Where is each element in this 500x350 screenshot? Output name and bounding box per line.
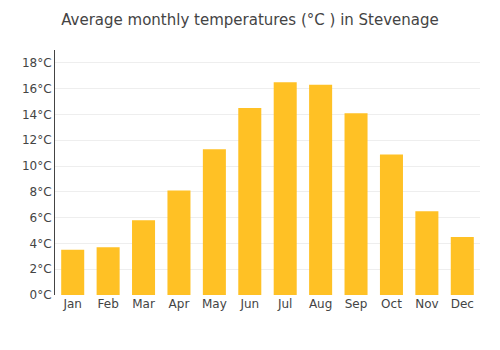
svg-text:8°C: 8°C bbox=[30, 185, 52, 199]
svg-text:Jan: Jan bbox=[62, 297, 82, 311]
svg-text:Jul: Jul bbox=[277, 297, 292, 311]
svg-text:Dec: Dec bbox=[451, 297, 474, 311]
svg-text:Average monthly temperatures (: Average monthly temperatures (°C ) in St… bbox=[61, 11, 439, 29]
svg-text:14°C: 14°C bbox=[22, 108, 52, 122]
svg-text:Aug: Aug bbox=[309, 297, 332, 311]
svg-text:16°C: 16°C bbox=[22, 82, 52, 96]
svg-text:18°C: 18°C bbox=[22, 56, 52, 70]
svg-text:4°C: 4°C bbox=[30, 237, 52, 251]
svg-text:6°C: 6°C bbox=[30, 211, 52, 225]
svg-text:Sep: Sep bbox=[345, 297, 368, 311]
svg-text:0°C: 0°C bbox=[30, 288, 52, 302]
svg-text:Nov: Nov bbox=[415, 297, 438, 311]
svg-text:May: May bbox=[202, 297, 227, 311]
svg-text:Apr: Apr bbox=[169, 297, 190, 311]
svg-text:10°C: 10°C bbox=[22, 159, 52, 173]
svg-text:Jun: Jun bbox=[239, 297, 259, 311]
svg-text:Oct: Oct bbox=[381, 297, 402, 311]
svg-text:2°C: 2°C bbox=[30, 262, 52, 276]
svg-text:12°C: 12°C bbox=[22, 133, 52, 147]
svg-text:Feb: Feb bbox=[98, 297, 119, 311]
svg-text:Mar: Mar bbox=[132, 297, 155, 311]
